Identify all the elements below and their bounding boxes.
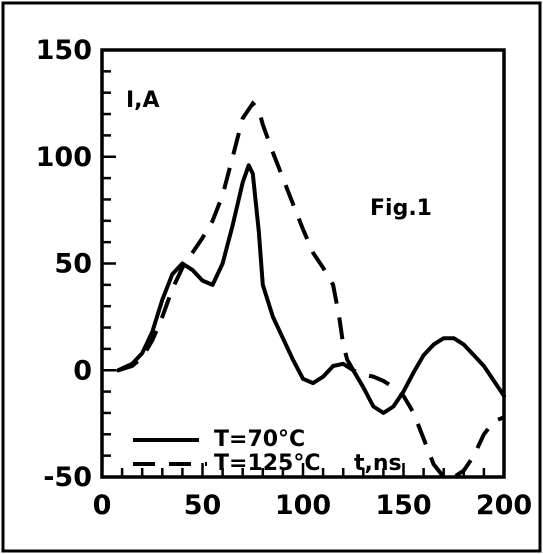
legend: T=70°C T=125°C	[133, 427, 321, 476]
legend-label-125: T=125°C	[214, 451, 321, 476]
y-tick-label: 150	[36, 35, 92, 66]
legend-label-70: T=70°C	[214, 427, 305, 452]
y-axis-label: I,A	[126, 88, 160, 113]
series-line-125c	[117, 100, 505, 479]
x-axis-label: t,ns	[354, 451, 402, 476]
series-line-70c	[116, 163, 506, 415]
y-tick-label: 50	[54, 249, 92, 280]
series-layer	[116, 100, 506, 479]
y-tick-label: 0	[73, 355, 92, 386]
axis-ticks	[100, 48, 506, 479]
x-tick-label: 50	[184, 490, 222, 521]
plot-area	[100, 48, 506, 479]
y-tick-label: -50	[43, 462, 92, 493]
x-tick-label: 0	[93, 490, 112, 521]
x-tick-label: 200	[476, 490, 532, 521]
x-tick-label: 150	[375, 490, 431, 521]
y-tick-label: 100	[36, 142, 92, 173]
figure-label: Fig.1	[370, 196, 432, 221]
x-tick-label: 100	[275, 490, 331, 521]
